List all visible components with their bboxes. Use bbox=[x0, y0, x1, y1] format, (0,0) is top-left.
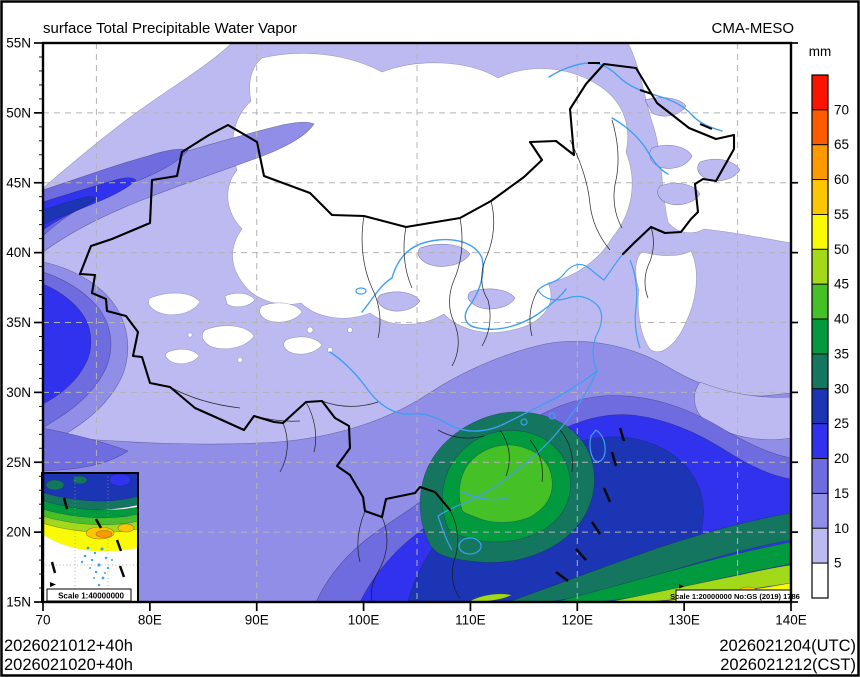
colorbar-cell bbox=[812, 354, 828, 389]
colorbar-cells: 70 65 60 55 50 45 40 35 30 25 20 15 10 5 bbox=[812, 75, 849, 598]
y-tick-label: 40N bbox=[6, 245, 31, 260]
run-time-utc: 2026021012+40h bbox=[4, 637, 133, 655]
weather-map-figure: Scale 1:40000000 Scale 1:20000000 No:GS … bbox=[0, 0, 860, 677]
colorbar-cell bbox=[812, 389, 828, 424]
colorbar: mm 70 65 60 55 50 45 40 35 30 25 20 15 10 5 bbox=[809, 44, 849, 598]
inset-spot-55-60 bbox=[118, 524, 134, 532]
colorbar-cell bbox=[812, 284, 828, 319]
y-tick-label: 15N bbox=[6, 595, 31, 610]
inset-map: Scale 1:40000000 bbox=[42, 473, 138, 602]
colorbar-tick-label: 5 bbox=[834, 556, 842, 571]
colorbar-tick-label: 65 bbox=[834, 137, 849, 152]
model-label: CMA-MESO bbox=[712, 20, 795, 37]
colorbar-tick-label: 70 bbox=[834, 102, 849, 117]
colorbar-cell bbox=[812, 110, 828, 145]
colorbar-unit-label: mm bbox=[809, 44, 832, 59]
y-tick-label: 45N bbox=[6, 175, 31, 190]
y-tick-label: 35N bbox=[6, 315, 31, 330]
dry-dot bbox=[307, 327, 313, 333]
inset-scale-text: Scale 1:40000000 bbox=[58, 592, 124, 601]
colorbar-tick-label: 45 bbox=[834, 277, 849, 292]
map-svg: Scale 1:40000000 Scale 1:20000000 No:GS … bbox=[0, 0, 860, 677]
scale-text: Scale 1:20000000 No:GS (2019) 1786 bbox=[670, 592, 800, 601]
x-tick-label: 90E bbox=[245, 613, 269, 628]
colorbar-tick-label: 30 bbox=[834, 381, 849, 396]
colorbar-tick-label: 55 bbox=[834, 207, 849, 222]
colorbar-cell bbox=[812, 528, 828, 563]
valid-time-utc: 2026021204(UTC) bbox=[719, 637, 856, 655]
y-tick-label: 55N bbox=[6, 36, 31, 51]
x-axis: 70 80E 90E 100E 110E 120E 130E 140E bbox=[35, 602, 806, 628]
x-tick-label: 120E bbox=[562, 613, 594, 628]
x-tick-label: 110E bbox=[455, 613, 486, 628]
x-tick-label: 140E bbox=[775, 613, 807, 628]
colorbar-tick-label: 60 bbox=[834, 172, 849, 187]
colorbar-tick-label: 50 bbox=[834, 242, 849, 257]
y-tick-label: 50N bbox=[6, 105, 31, 120]
valid-time-cst: 2026021212(CST) bbox=[720, 656, 856, 674]
inset-spot-60-65 bbox=[96, 531, 112, 538]
colorbar-cell bbox=[812, 459, 828, 494]
x-tick-label: 70 bbox=[35, 613, 50, 628]
inset-teal-patch bbox=[46, 480, 64, 490]
dry-dot bbox=[188, 333, 192, 337]
y-tick-label: 30N bbox=[6, 385, 31, 400]
colorbar-tick-label: 40 bbox=[834, 312, 849, 327]
colorbar-cell bbox=[812, 563, 828, 598]
page-title: surface Total Precipitable Water Vapor bbox=[43, 20, 297, 37]
colorbar-tick-label: 35 bbox=[834, 346, 849, 361]
run-time-cst: 2026021020+40h bbox=[4, 656, 133, 674]
colorbar-tick-label: 25 bbox=[834, 416, 849, 431]
colorbar-cell bbox=[812, 249, 828, 284]
contour-field bbox=[43, 43, 791, 603]
x-tick-label: 130E bbox=[668, 613, 700, 628]
colorbar-cell bbox=[812, 424, 828, 459]
colorbar-cell bbox=[812, 145, 828, 180]
colorbar-cell bbox=[812, 214, 828, 249]
inset-field bbox=[42, 473, 138, 602]
y-tick-label: 25N bbox=[6, 455, 31, 470]
colorbar-tick-label: 20 bbox=[834, 451, 849, 466]
colorbar-cell bbox=[812, 493, 828, 528]
colorbar-tick-label: 10 bbox=[834, 521, 849, 536]
colorbar-cell bbox=[812, 180, 828, 215]
inset-blue-patch bbox=[109, 474, 131, 486]
dry-dot bbox=[348, 328, 353, 333]
x-tick-label: 100E bbox=[348, 613, 380, 628]
dry-dot bbox=[238, 358, 243, 363]
colorbar-cell bbox=[812, 319, 828, 354]
colorbar-cell bbox=[812, 75, 828, 110]
colorbar-tick-label: 15 bbox=[834, 486, 849, 501]
y-tick-label: 20N bbox=[6, 525, 31, 540]
x-tick-label: 80E bbox=[138, 613, 162, 628]
